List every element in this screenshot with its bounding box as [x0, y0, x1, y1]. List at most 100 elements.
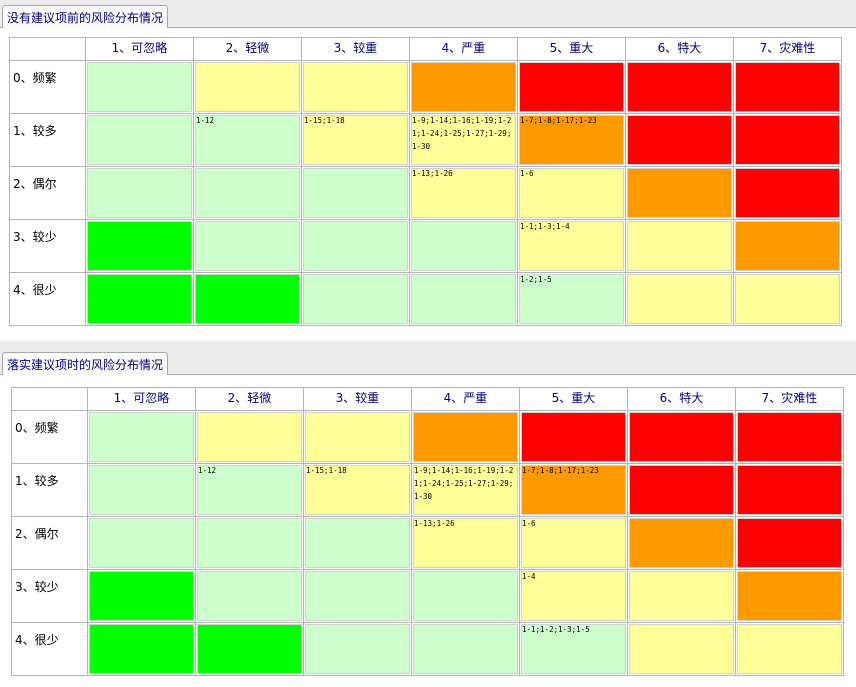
cell-items: 1-12 [198, 466, 217, 475]
column-header: 5、重大 [519, 387, 628, 411]
row-label: 3、较少 [11, 569, 88, 623]
cell-items: 1-15;1-18 [304, 116, 345, 125]
risk-fill [195, 221, 300, 271]
row-label: 0、频繁 [11, 410, 88, 464]
row-label: 1、较多 [9, 113, 86, 167]
risk-fill [521, 518, 626, 568]
risk-fill [87, 168, 192, 218]
risk-fill [305, 412, 410, 462]
risk-fill [305, 571, 410, 621]
cell-items: 1-12 [196, 116, 215, 125]
risk-fill [197, 624, 302, 674]
cell-items: 1-9;1-14;1-16;1-19;1-21;1-24;1-25;1-27;1… [412, 116, 512, 151]
row-label: 2、偶尔 [11, 516, 88, 570]
cell-items: 1-13;1-26 [414, 519, 455, 528]
risk-fill [629, 412, 734, 462]
cell-items: 1-7;1-8;1-17;1-23 [520, 116, 597, 125]
column-header: 1、可忽略 [87, 387, 196, 411]
risk-fill [89, 571, 194, 621]
risk-fill [303, 274, 408, 324]
risk-fill [195, 274, 300, 324]
cell-items: 1-13;1-26 [412, 169, 453, 178]
risk-fill [89, 412, 194, 462]
cell-items: 1-1;1-2;1-3;1-5 [522, 625, 590, 634]
risk-fill [413, 518, 518, 568]
risk-fill [305, 465, 410, 515]
risk-fill [737, 518, 842, 568]
risk-fill [519, 62, 624, 112]
risk-fill [411, 168, 516, 218]
row-label: 3、较少 [9, 219, 86, 273]
risk-fill [305, 518, 410, 568]
tab[interactable]: 没有建议项前的风险分布情况 [2, 5, 169, 28]
risk-fill [521, 465, 626, 515]
risk-fill [737, 571, 842, 621]
tab[interactable]: 落实建议项时的风险分布情况 [2, 352, 169, 375]
cell-items: 1-7;1-8;1-17;1-23 [522, 466, 599, 475]
risk-fill [519, 274, 624, 324]
risk-fill [411, 62, 516, 112]
risk-fill [87, 221, 192, 271]
cell-items: 1-4 [522, 572, 536, 581]
risk-fill [197, 571, 302, 621]
risk-fill [521, 624, 626, 674]
risk-fill [413, 465, 518, 515]
risk-fill [305, 624, 410, 674]
risk-fill [521, 571, 626, 621]
risk-fill [735, 274, 840, 324]
corner-cell [9, 37, 86, 61]
risk-fill [197, 412, 302, 462]
row-label: 4、很少 [11, 622, 88, 676]
risk-fill [519, 221, 624, 271]
risk-fill [627, 62, 732, 112]
risk-fill [735, 221, 840, 271]
risk-fill [303, 115, 408, 165]
risk-fill [303, 221, 408, 271]
risk-fill [89, 518, 194, 568]
risk-fill [411, 274, 516, 324]
risk-fill [89, 624, 194, 674]
column-header: 2、轻微 [193, 37, 302, 61]
risk-fill [195, 115, 300, 165]
risk-fill [519, 115, 624, 165]
risk-fill [413, 412, 518, 462]
column-header: 7、灾难性 [733, 37, 842, 61]
row-label: 4、很少 [9, 272, 86, 326]
risk-fill [627, 274, 732, 324]
risk-fill [411, 221, 516, 271]
risk-fill [303, 168, 408, 218]
risk-fill [87, 62, 192, 112]
risk-fill [519, 168, 624, 218]
risk-fill [195, 62, 300, 112]
risk-fill [735, 115, 840, 165]
column-header: 6、特大 [627, 387, 736, 411]
column-header: 4、严重 [409, 37, 518, 61]
cell-items: 1-6 [520, 169, 534, 178]
risk-fill [413, 571, 518, 621]
risk-fill [735, 62, 840, 112]
cell-items: 1-2;1-5 [520, 275, 552, 284]
column-header: 2、轻微 [195, 387, 304, 411]
risk-fill [629, 624, 734, 674]
risk-fill [737, 412, 842, 462]
risk-fill [87, 115, 192, 165]
row-label: 2、偶尔 [9, 166, 86, 220]
cell-items: 1-15;1-18 [306, 466, 347, 475]
risk-fill [629, 571, 734, 621]
risk-fill [197, 465, 302, 515]
risk-fill [197, 518, 302, 568]
risk-fill [87, 274, 192, 324]
risk-fill [413, 624, 518, 674]
column-header: 6、特大 [625, 37, 734, 61]
corner-cell [11, 387, 88, 411]
risk-fill [629, 518, 734, 568]
column-header: 4、严重 [411, 387, 520, 411]
row-label: 1、较多 [11, 463, 88, 517]
risk-fill [735, 168, 840, 218]
risk-fill [411, 115, 516, 165]
risk-fill [629, 465, 734, 515]
cell-items: 1-6 [522, 519, 536, 528]
risk-fill [303, 62, 408, 112]
